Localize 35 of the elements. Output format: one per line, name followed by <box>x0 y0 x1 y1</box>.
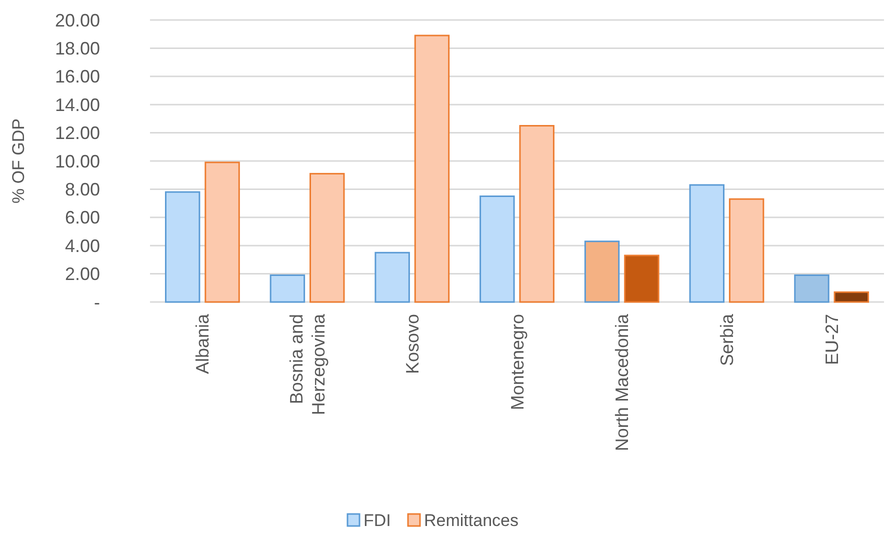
bar <box>204 162 240 303</box>
bar <box>519 125 554 303</box>
y-tick-label: - <box>94 292 100 312</box>
legend-label: Remittances <box>424 511 518 530</box>
y-tick-label: 4.00 <box>64 236 100 256</box>
bar <box>584 240 620 303</box>
bar <box>270 274 306 303</box>
y-tick-label: 2.00 <box>64 264 100 284</box>
y-tick-label: 18.00 <box>54 38 100 58</box>
y-axis-title: % OF GDP <box>9 118 28 204</box>
x-tick-label: Albania <box>192 313 213 374</box>
x-tick-label: Kosovo <box>402 314 422 374</box>
y-tick-label: 6.00 <box>64 208 100 228</box>
legend-label: FDI <box>364 511 391 530</box>
bar <box>164 191 200 303</box>
x-tick-label: North Macedonia <box>612 313 632 452</box>
y-tick-label: 20.00 <box>54 10 100 30</box>
bar <box>624 254 660 303</box>
bar <box>310 172 345 303</box>
bar <box>794 274 830 303</box>
bar <box>374 252 410 303</box>
y-tick-label: 16.00 <box>54 66 100 87</box>
bar <box>728 198 764 303</box>
x-tick-label: Montenegro <box>507 314 528 410</box>
y-tick-label: 14.00 <box>54 94 100 115</box>
x-tick-label: EU-27 <box>822 314 842 366</box>
bar <box>414 34 450 303</box>
x-tick-label: Serbia <box>717 313 738 366</box>
bar <box>834 291 870 303</box>
bar <box>480 196 515 303</box>
x-tick-label: Bosnia and Herzegovina <box>286 313 329 416</box>
y-tick-label: 8.00 <box>64 180 100 200</box>
bar <box>689 184 724 303</box>
y-tick-label: 12.00 <box>54 123 100 144</box>
y-tick-label: 10.00 <box>54 151 100 172</box>
